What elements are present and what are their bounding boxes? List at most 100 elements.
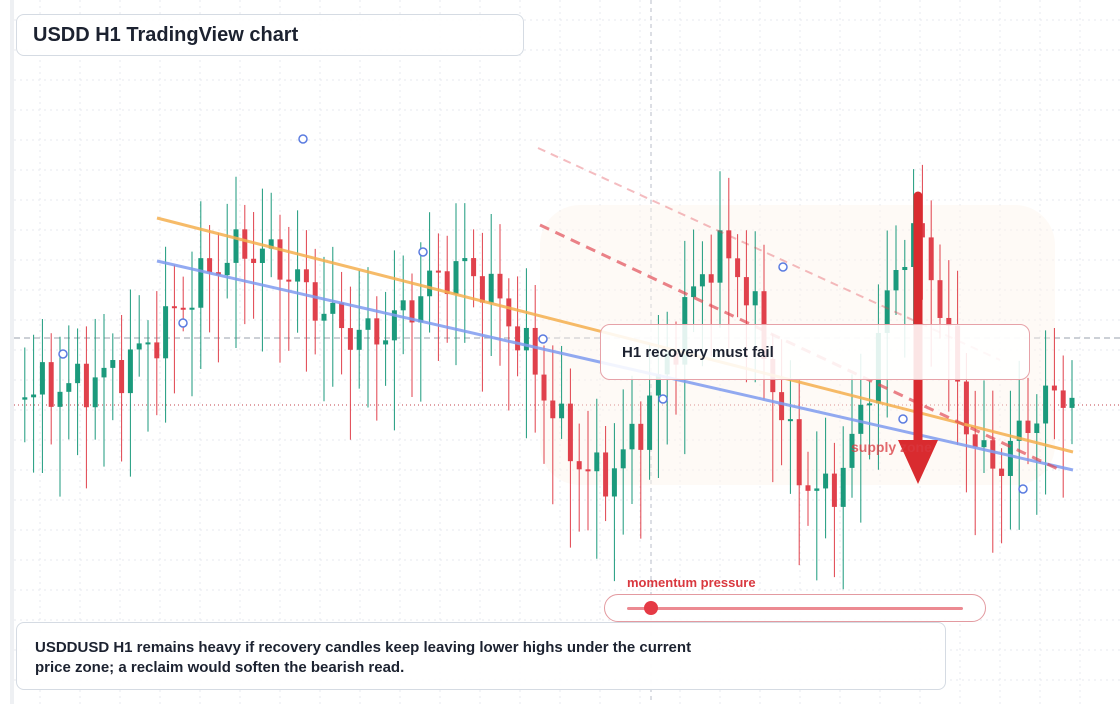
candle [1007,390,1013,530]
candle-body [840,467,846,507]
candle [295,210,301,333]
candle [127,289,133,477]
candle [75,328,81,456]
chart-grid [14,0,1120,704]
candle [400,255,406,355]
candle-body [171,306,177,309]
candle-body [981,440,987,448]
price-marker [1018,484,1028,494]
candle [787,360,793,494]
candle [1069,360,1075,445]
candle [814,431,820,581]
candle-body [339,302,345,329]
supply-zone-label: supply zone [851,439,932,455]
candle-body [849,433,855,468]
candle [462,203,468,343]
candle-body [444,271,450,295]
price-marker [58,349,68,359]
candle [101,314,107,467]
momentum-slider-thumb[interactable] [643,601,658,615]
analysis-note: USDDUSD H1 remains heavy if recovery can… [16,622,946,690]
momentum-label: momentum pressure [627,575,756,590]
candle [198,201,204,369]
candle [576,423,582,532]
chart-title: USDD H1 TradingView chart [33,23,299,46]
candle [409,273,415,397]
candle-body [497,273,503,299]
candle-body [391,310,397,341]
candle [981,380,987,474]
price-marker [178,318,188,328]
candle-body [990,440,996,469]
price-marker [898,414,908,424]
candle [242,204,248,325]
candle-body [506,298,512,327]
candle-body [427,270,433,297]
candle-body [717,230,723,283]
candle [603,426,609,522]
candle-body [330,302,336,314]
candle-body [39,362,45,395]
candle [224,203,230,299]
candle-body [867,403,873,406]
candle [48,333,54,445]
candle [559,345,565,439]
candle [972,390,978,536]
candle-body [145,342,151,345]
candle [365,267,371,408]
candle [1060,355,1066,498]
candle [858,353,864,523]
candle-body [532,327,538,375]
price-marker [778,262,788,272]
candle-body [752,291,758,306]
candle-body [726,230,732,259]
candle-body [277,239,283,280]
candle [567,368,573,548]
candle [215,232,221,363]
price-marker [538,334,548,344]
candle-body [550,400,556,419]
momentum-slider[interactable] [604,594,986,622]
momentum-slider-track [627,607,963,610]
candle [735,234,741,318]
candle-body [365,318,371,330]
analysis-note-text: USDDUSD H1 remains heavy if recovery can… [35,639,692,676]
candle [796,380,802,566]
candle-body [743,277,749,306]
candle-body [893,270,899,291]
candle-body [655,374,661,396]
candle-body [198,258,204,308]
candle [585,410,591,531]
candle-body [1034,423,1040,434]
candle-body [57,391,63,407]
candle-body [603,452,609,497]
candle-body [963,381,969,435]
candle-body [937,280,943,318]
candle [532,284,538,433]
candle [39,318,45,473]
candle-body [92,377,98,408]
candle-body [638,423,644,450]
candle [259,188,265,352]
left-edge-strip [10,0,14,704]
candle-body [127,349,133,394]
candle-body [119,360,125,394]
candle-body [400,300,406,311]
candle [717,171,723,328]
candle-body [453,261,459,295]
candle [356,270,362,389]
candle-body [1069,397,1075,408]
candle-body [312,282,318,321]
candle-body [471,258,477,277]
candle [611,423,617,582]
candle-body [207,258,213,273]
candle [268,192,274,278]
candle [189,251,195,397]
candle-body [383,340,389,345]
candle [893,225,899,316]
candle [523,268,529,439]
candle-body [48,362,54,407]
candle [154,291,160,416]
candle-body [928,237,934,281]
candle [479,232,485,392]
